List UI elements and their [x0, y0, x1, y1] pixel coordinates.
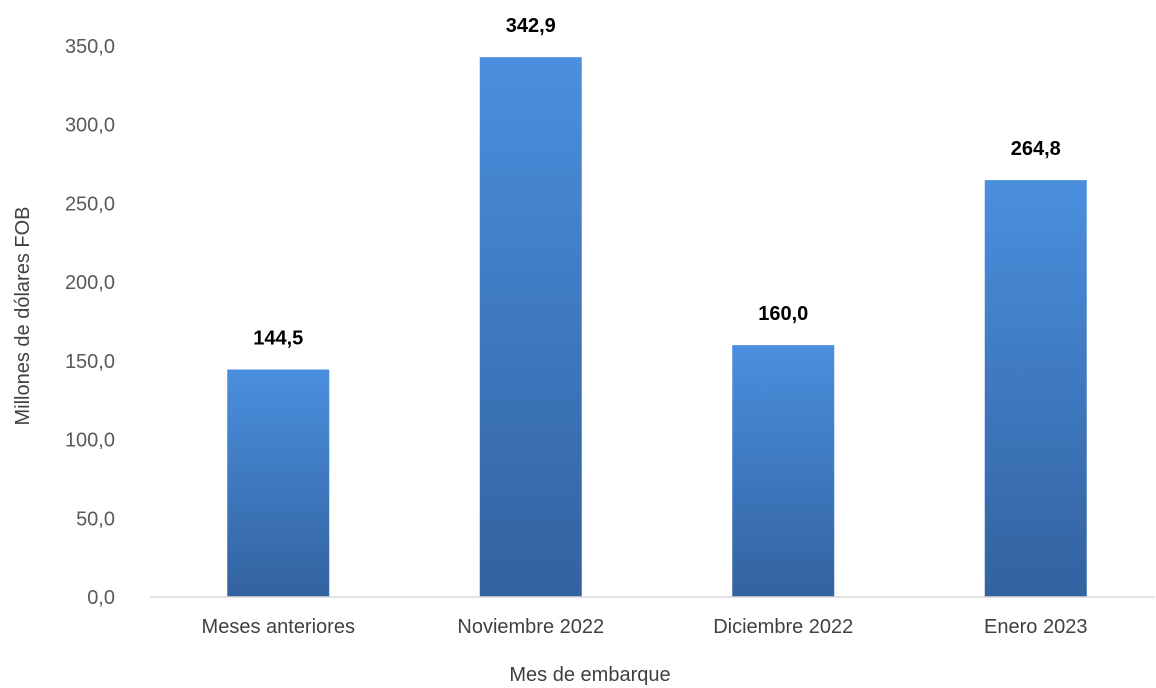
y-tick-label: 0,0: [87, 587, 115, 609]
y-tick-label: 350,0: [65, 36, 115, 58]
bar: [479, 57, 582, 597]
y-tick-label: 300,0: [65, 115, 115, 137]
x-tick-label: Meses anteriores: [202, 616, 355, 638]
y-tick-label: 250,0: [65, 193, 115, 215]
y-tick-label: 50,0: [76, 508, 115, 530]
bar-value-label: 160,0: [758, 303, 808, 325]
x-tick-label: Noviembre 2022: [457, 616, 604, 638]
bar-value-label: 144,5: [253, 328, 303, 350]
y-axis-title: Millones de dólares FOB: [12, 207, 34, 426]
y-axis-ticks: 0,0 50,0 100,0 150,0 200,0 250,0 300,0 350,0: [65, 36, 115, 609]
x-tick-label: Diciembre 2022: [713, 616, 853, 638]
bar-value-label: 342,9: [506, 15, 556, 37]
y-tick-label: 150,0: [65, 351, 115, 373]
x-axis-title: Mes de embarque: [509, 664, 670, 686]
bar-value-label: 264,8: [1011, 138, 1061, 160]
x-tick-label: Enero 2023: [984, 616, 1087, 638]
x-axis-categories: Meses anteriores Noviembre 2022 Diciembre …: [202, 616, 1088, 638]
y-tick-label: 200,0: [65, 272, 115, 294]
bars: [227, 57, 1087, 597]
bar: [984, 180, 1087, 597]
bar: [227, 369, 330, 597]
y-tick-label: 100,0: [65, 430, 115, 452]
data-labels: 144,5 342,9 160,0 264,8: [253, 15, 1061, 349]
bar: [732, 345, 835, 597]
